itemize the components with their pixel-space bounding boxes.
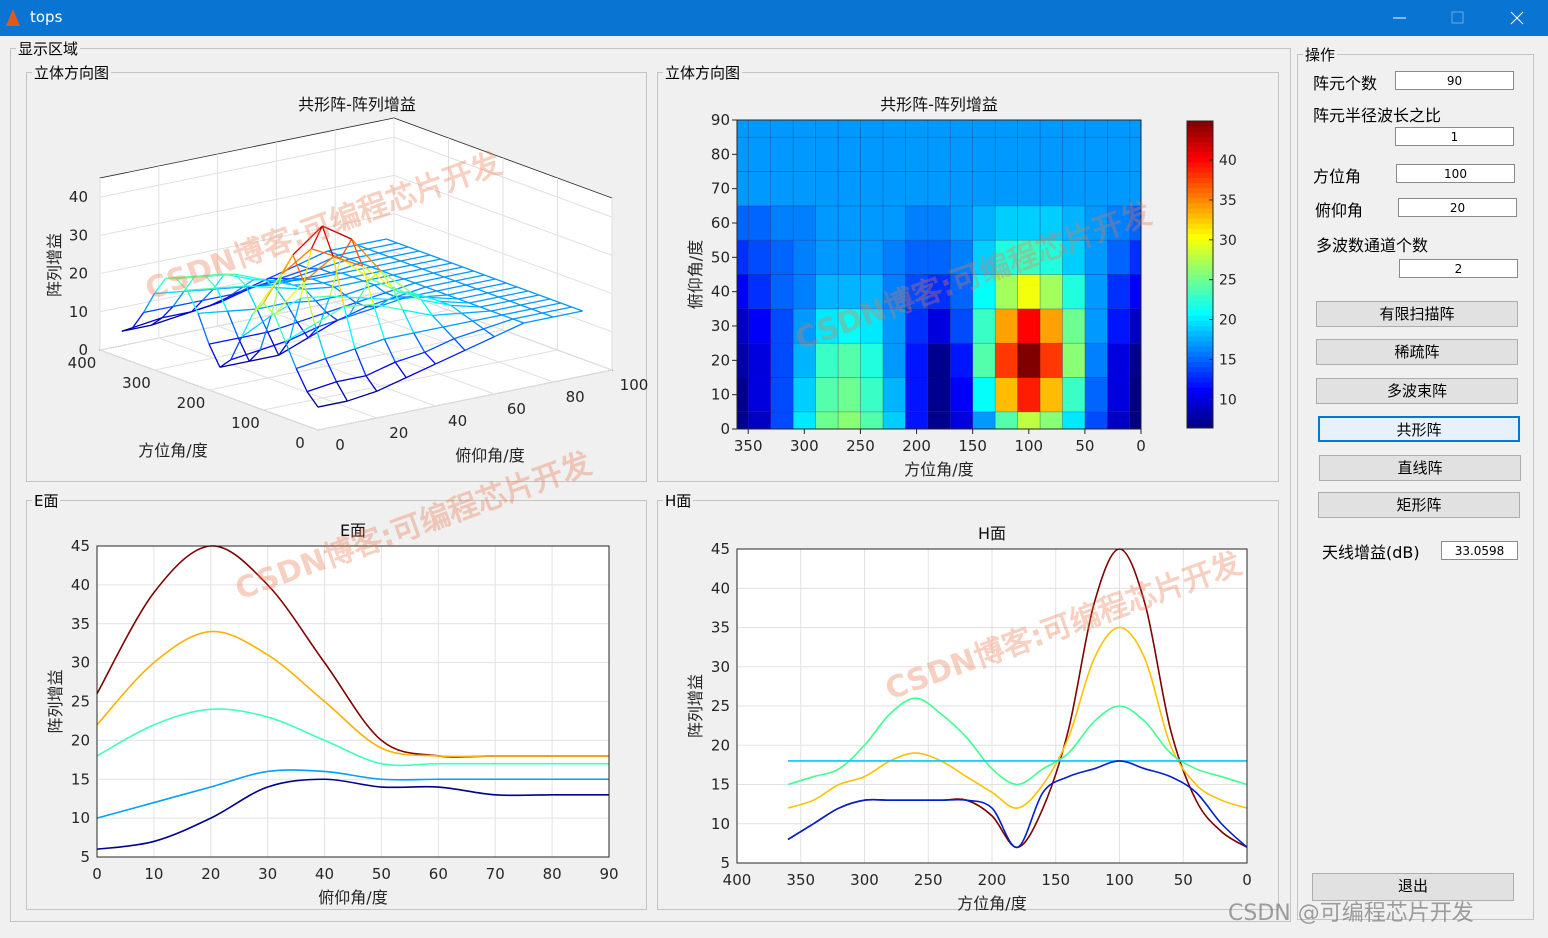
gain-value: 33.0598	[1441, 541, 1518, 560]
button[interactable]: 多波束阵	[1316, 378, 1518, 404]
gain-label: 天线增益(dB)	[1322, 543, 1420, 562]
button[interactable]: 矩形阵	[1318, 492, 1520, 518]
button[interactable]: 稀疏阵	[1316, 339, 1518, 365]
subpanel: 立体方向图	[26, 62, 647, 482]
subpanel: E面	[26, 490, 647, 910]
maximize-icon[interactable]	[1451, 11, 1464, 24]
panel-title: 立体方向图	[32, 62, 112, 83]
app-icon	[6, 9, 20, 26]
title-bar-icons	[6, 9, 1524, 26]
field-label: 阵元个数	[1313, 74, 1378, 93]
field-input[interactable]: 20	[1398, 198, 1517, 217]
field-input[interactable]: 100	[1396, 164, 1515, 183]
title-bar: tops	[0, 0, 1548, 36]
field-input[interactable]: 90	[1395, 71, 1514, 90]
panel-title: H面	[663, 490, 694, 511]
panel-title: 立体方向图	[663, 62, 743, 83]
field-label: 方位角	[1313, 167, 1362, 186]
button[interactable]: 直线阵	[1319, 455, 1521, 481]
subpanel: 立体方向图	[657, 62, 1279, 482]
panel-title: E面	[32, 490, 61, 511]
panel-title: 显示区域	[16, 38, 81, 59]
field-label: 多波数通道个数	[1316, 236, 1429, 255]
panel-title: 操作	[1303, 44, 1338, 65]
field-input[interactable]: 1	[1395, 127, 1514, 146]
control-panel: 操作	[1297, 44, 1534, 920]
subpanel: H面	[657, 490, 1279, 910]
field-input[interactable]: 2	[1399, 259, 1518, 278]
button[interactable]: 有限扫描阵	[1316, 301, 1518, 327]
display-panel: 显示区域	[10, 38, 1291, 922]
field-label: 俯仰角	[1315, 201, 1364, 220]
close-icon[interactable]	[1510, 11, 1524, 25]
button[interactable]: 共形阵	[1318, 416, 1520, 442]
exit-button[interactable]: 退出	[1312, 873, 1514, 901]
field-label: 阵元半径波长之比	[1313, 106, 1442, 125]
window-title: tops	[30, 8, 63, 26]
